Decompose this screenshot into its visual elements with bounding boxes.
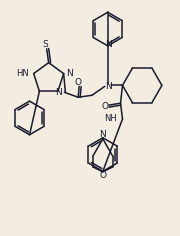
Text: N: N — [105, 82, 112, 91]
Text: N: N — [105, 40, 112, 49]
Text: S: S — [43, 40, 49, 49]
Text: HN: HN — [16, 69, 29, 78]
Text: O: O — [101, 102, 108, 111]
Text: N: N — [55, 88, 61, 97]
Text: O: O — [99, 171, 106, 180]
Text: N: N — [67, 69, 73, 78]
Text: N: N — [99, 130, 106, 139]
Text: NH: NH — [104, 114, 117, 123]
Text: O: O — [75, 78, 82, 87]
